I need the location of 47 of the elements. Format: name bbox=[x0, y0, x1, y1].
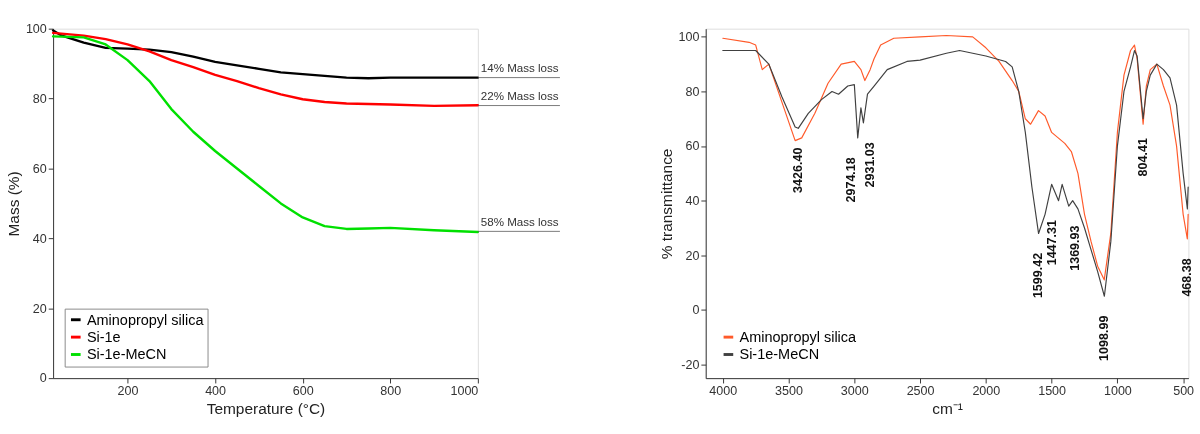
y-tick-label: 80 bbox=[32, 91, 47, 106]
annotation: 2931.03 bbox=[863, 142, 878, 188]
x-axis-title: Temperature (°C) bbox=[206, 400, 326, 418]
annotation: 22% Mass loss bbox=[480, 89, 559, 102]
x-tick-label: 600 bbox=[292, 384, 314, 399]
x-tick-label: 3000 bbox=[840, 384, 869, 399]
x-tick-label: 400 bbox=[205, 384, 227, 399]
annotation: 1599.42 bbox=[1031, 252, 1046, 299]
legend-label: Aminopropyl silica bbox=[739, 328, 858, 345]
y-tick-label: 0 bbox=[39, 371, 47, 386]
y-tick-label: 60 bbox=[685, 139, 700, 154]
y-axis-title: % transmittance bbox=[657, 148, 675, 260]
x-tick-label: 2500 bbox=[906, 384, 935, 399]
legend-label: Si-1e bbox=[86, 328, 121, 345]
annotation: 3426.40 bbox=[791, 147, 806, 193]
x-tick-label: 800 bbox=[380, 384, 402, 399]
y-tick-label: 100 bbox=[25, 22, 47, 37]
x-tick-label: 1000 bbox=[450, 384, 479, 399]
y-tick-label: 40 bbox=[685, 194, 700, 209]
x-tick-label: 1000 bbox=[1103, 384, 1132, 399]
x-tick-label: 2000 bbox=[972, 384, 1001, 399]
x-tick-label: 200 bbox=[117, 384, 139, 399]
y-tick-label: -20 bbox=[681, 357, 700, 372]
y-axis-title: Mass (%) bbox=[5, 171, 23, 237]
legend-label: Si-1e-MeCN bbox=[86, 346, 167, 363]
legend-label: Aminopropyl silica bbox=[86, 311, 205, 328]
y-tick-label: 100 bbox=[678, 30, 700, 45]
x-tick-label: 3500 bbox=[775, 384, 804, 399]
x-tick-label: 4000 bbox=[709, 384, 738, 399]
annotation: 58% Mass loss bbox=[480, 215, 559, 228]
annotation: 14% Mass loss bbox=[480, 61, 559, 74]
legend-label: Si-1e-MeCN bbox=[739, 346, 820, 363]
x-tick-label: 500 bbox=[1173, 384, 1195, 399]
annotation: 804.41 bbox=[1135, 138, 1150, 177]
annotation: 1369.93 bbox=[1068, 225, 1083, 271]
annotation: 1447.31 bbox=[1044, 219, 1059, 266]
y-tick-label: 0 bbox=[692, 303, 700, 318]
annotation: 468.38 bbox=[1180, 258, 1195, 297]
y-tick-label: 80 bbox=[685, 84, 700, 99]
y-tick-label: 20 bbox=[685, 248, 700, 263]
x-tick-label: 1500 bbox=[1038, 384, 1067, 399]
annotation: 2974.18 bbox=[843, 157, 858, 203]
annotation: 1098.99 bbox=[1097, 315, 1112, 361]
y-tick-label: 40 bbox=[32, 231, 47, 246]
y-tick-label: 60 bbox=[32, 161, 47, 176]
x-axis-title: cm⁻¹ bbox=[932, 400, 963, 418]
y-tick-label: 20 bbox=[32, 301, 47, 316]
